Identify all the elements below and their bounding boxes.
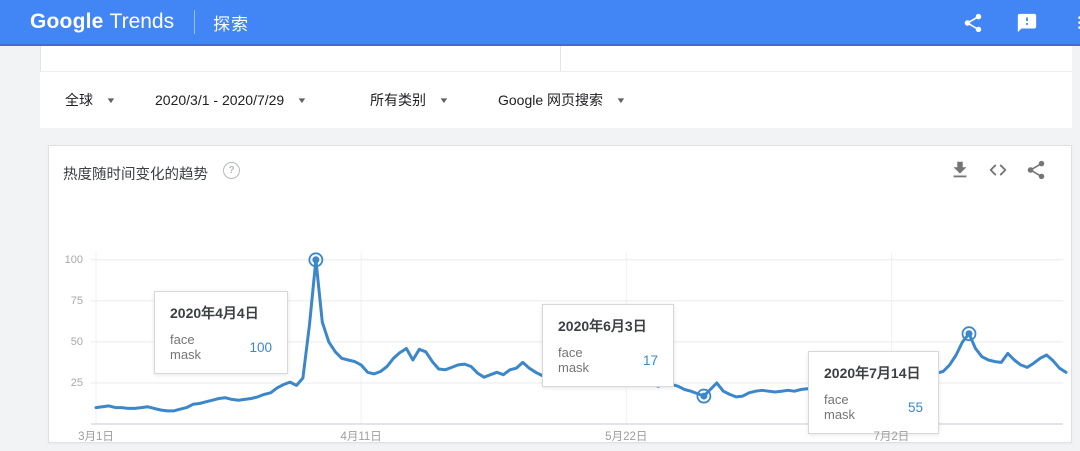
embed-icon[interactable] bbox=[987, 159, 1009, 181]
share-icon[interactable] bbox=[1025, 159, 1047, 181]
x-axis-tick-label: 5月22日 bbox=[605, 431, 648, 443]
chevron-down-icon: ▼ bbox=[615, 95, 627, 105]
card-header: 热度随时间变化的趋势 ? bbox=[49, 146, 1071, 196]
category-filter-label: 所有类别 bbox=[370, 92, 426, 108]
tooltip-value: 17 bbox=[642, 352, 658, 368]
tooltip-date: 2020年7月14日 bbox=[824, 365, 921, 381]
y-axis-tick-label: 50 bbox=[70, 335, 83, 348]
google-trends-logo[interactable]: Google Trends bbox=[30, 10, 174, 34]
tooltip-value: 55 bbox=[907, 399, 923, 415]
nav-explore[interactable]: 探索 bbox=[213, 14, 250, 34]
search-terms-card-bottom bbox=[40, 46, 1072, 72]
download-icon[interactable] bbox=[949, 159, 971, 181]
category-filter[interactable]: 所有类别 ▼ bbox=[370, 72, 450, 128]
card-title: 热度随时间变化的趋势 bbox=[63, 167, 208, 183]
data-point-ring[interactable] bbox=[696, 388, 712, 404]
data-point-ring[interactable] bbox=[961, 326, 977, 342]
logo-trends: Trends bbox=[109, 10, 175, 33]
data-point-marker[interactable] bbox=[965, 330, 973, 338]
search-type-filter[interactable]: Google 网页搜索 ▼ bbox=[498, 72, 627, 128]
chevron-down-icon: ▼ bbox=[296, 95, 308, 105]
help-icon[interactable]: ? bbox=[223, 162, 240, 179]
data-point-marker[interactable] bbox=[700, 392, 708, 400]
tooltip-2020-7-14: 2020年7月14日 face mask 55 bbox=[808, 351, 939, 434]
region-filter-label: 全球 bbox=[65, 92, 93, 108]
tooltip-term: face mask bbox=[558, 345, 590, 375]
x-axis-tick-label: 4月11日 bbox=[340, 431, 382, 443]
date-range-filter-label: 2020/3/1 - 2020/7/29 bbox=[155, 92, 285, 108]
card-actions bbox=[933, 159, 1047, 181]
y-axis-tick-label: 100 bbox=[64, 253, 83, 266]
menu-icon[interactable] bbox=[1070, 13, 1080, 33]
share-icon[interactable] bbox=[962, 12, 984, 34]
tooltip-date: 2020年6月3日 bbox=[558, 318, 647, 334]
tooltip-term: face mask bbox=[170, 332, 202, 362]
region-filter[interactable]: 全球 ▼ bbox=[65, 72, 117, 128]
tooltip-date: 2020年4月4日 bbox=[170, 305, 259, 321]
y-axis-tick-label: 75 bbox=[70, 294, 83, 307]
data-point-ring[interactable] bbox=[308, 252, 324, 268]
x-axis-tick-label: 7月2日 bbox=[873, 431, 910, 443]
search-type-filter-label: Google 网页搜索 bbox=[498, 92, 604, 108]
chevron-down-icon: ▼ bbox=[438, 95, 450, 105]
filter-bar: 全球 ▼ 2020/3/1 - 2020/7/29 ▼ 所有类别 ▼ Googl… bbox=[40, 72, 1072, 128]
tooltip-2020-6-3: 2020年6月3日 face mask 17 bbox=[542, 304, 674, 387]
data-point-marker[interactable] bbox=[312, 256, 320, 264]
interest-over-time-card: 热度随时间变化的趋势 ? 2020年4月4日 face mask bbox=[48, 145, 1072, 443]
appbar-divider bbox=[194, 10, 196, 34]
tooltip-term: face mask bbox=[824, 392, 856, 422]
appbar-actions bbox=[962, 0, 1080, 46]
app-bar: Google Trends 探索 bbox=[0, 0, 1080, 46]
feedback-icon[interactable] bbox=[1016, 12, 1038, 34]
chevron-down-icon: ▼ bbox=[105, 95, 117, 105]
logo-google: Google bbox=[30, 10, 104, 33]
tooltip-2020-4-4: 2020年4月4日 face mask 100 bbox=[154, 291, 288, 374]
date-range-filter[interactable]: 2020/3/1 - 2020/7/29 ▼ bbox=[155, 72, 308, 128]
trend-line-chart[interactable]: 2020年4月4日 face mask 100 2020年6月3日 face m… bbox=[49, 196, 1071, 443]
search-terms-divider bbox=[560, 46, 561, 71]
y-axis-tick-label: 25 bbox=[70, 376, 83, 389]
tooltip-value: 100 bbox=[249, 339, 272, 355]
x-axis-tick-label: 3月1日 bbox=[78, 431, 114, 443]
